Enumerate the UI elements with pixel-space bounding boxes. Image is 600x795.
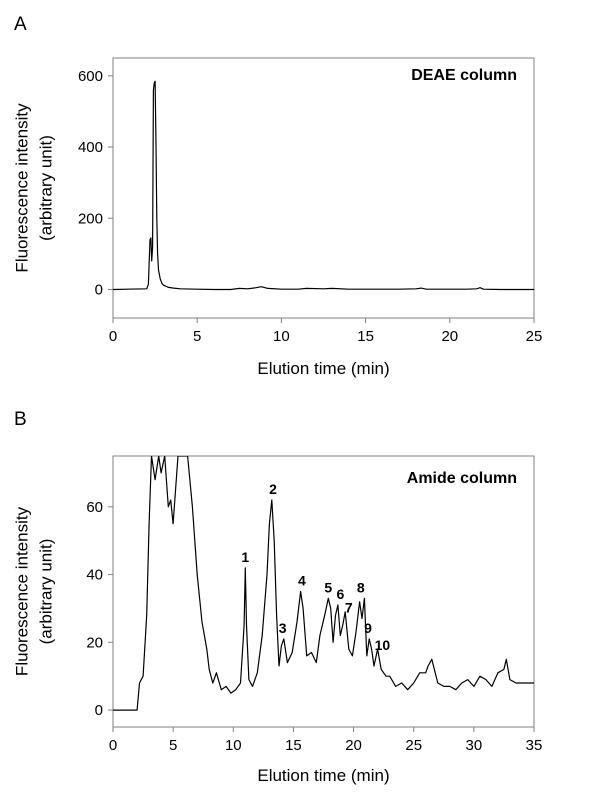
peak-label: 9 [364, 620, 372, 636]
peak-label: 4 [298, 573, 306, 589]
y-tick-label: 600 [78, 68, 103, 85]
panel-letter-a: A [14, 14, 27, 35]
x-axis-title: Elution time (min) [257, 359, 389, 378]
peak-label: 3 [279, 620, 287, 636]
y-tick-label: 0 [95, 702, 103, 719]
y-tick-label: 200 [78, 210, 103, 227]
x-tick-label: 10 [225, 737, 242, 754]
y-axis-title-line: Fluorescence intensity [13, 506, 32, 676]
chart-title-a: DEAE column [411, 67, 517, 84]
x-tick-label: 10 [273, 328, 290, 345]
peak-label: 10 [375, 637, 391, 653]
y-tick-label: 400 [78, 139, 103, 156]
x-tick-label: 0 [109, 737, 117, 754]
peak-label: 2 [269, 481, 277, 497]
x-tick-label: 25 [526, 328, 543, 345]
x-tick-label: 5 [193, 328, 201, 345]
y-tick-label: 40 [86, 567, 103, 584]
y-tick-label: 20 [86, 634, 103, 651]
x-tick-label: 30 [466, 737, 483, 754]
x-tick-label: 20 [345, 737, 362, 754]
series-line-a [113, 80, 534, 291]
plot-frame-a [112, 57, 535, 319]
peak-label: 8 [357, 579, 365, 595]
y-axis-title-line: (arbitrary unit) [37, 539, 56, 645]
plot-frame-b [112, 455, 535, 728]
x-axis-title: Elution time (min) [257, 766, 389, 785]
peak-label: 5 [324, 579, 332, 595]
x-tick-label: 20 [441, 328, 458, 345]
series-line-b [113, 456, 534, 711]
x-tick-label: 5 [169, 737, 177, 754]
x-tick-label: 25 [405, 737, 422, 754]
y-tick-label: 60 [86, 499, 103, 516]
panel-letter-b: B [14, 409, 27, 430]
peak-label: 7 [345, 600, 353, 616]
y-axis-title-line: Fluorescence intensity [13, 103, 32, 273]
panel-a-chart: 0 5 10 15 20 25 0 200 400 600 Elution time (min) Fl… [13, 57, 543, 378]
x-tick-label: 0 [109, 328, 117, 345]
x-tick-label: 15 [357, 328, 374, 345]
chart-title-b: Amide column [407, 470, 517, 487]
x-tick-label: 15 [285, 737, 302, 754]
y-tick-label: 0 [95, 282, 103, 299]
y-axis-title-line: (arbitrary unit) [37, 135, 56, 241]
x-tick-label: 35 [526, 737, 543, 754]
peak-label: 1 [241, 549, 249, 565]
peak-label: 6 [336, 586, 344, 602]
